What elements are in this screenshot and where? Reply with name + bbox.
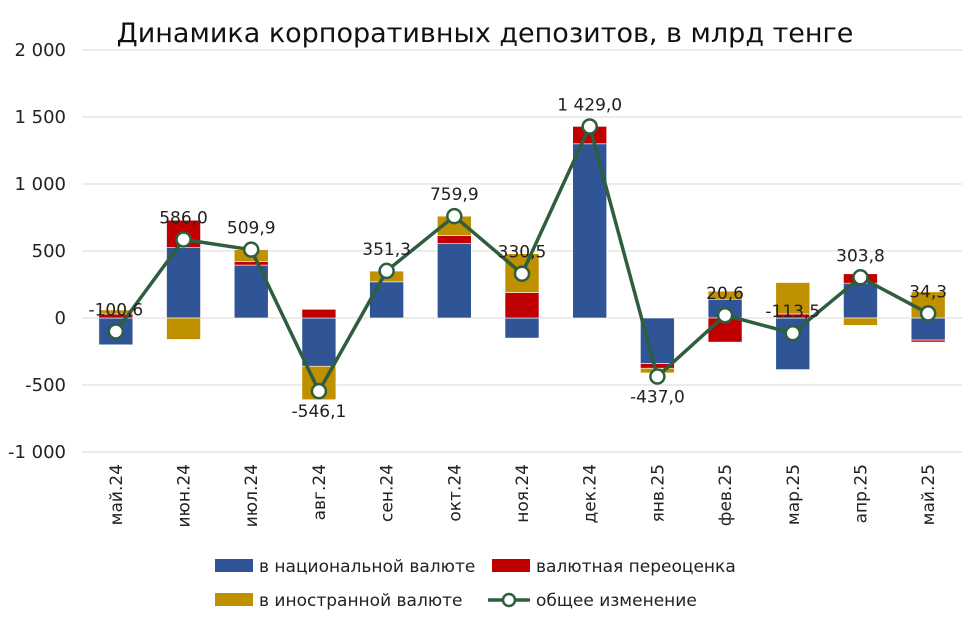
legend-swatch-в-национальной-валюте [215,559,253,572]
total-change-point-июн.24 [175,231,192,248]
bar-в-иностранной-валюте-июн.24 [166,317,201,340]
total-change-point-мар.25 [784,324,802,342]
y-axis-ticks: 2 000 1 500 1 000 500 0 -500 -1 000 [8,40,66,463]
total-change-label-апр.25: 303,8 [836,246,885,266]
bar-валютная-переоценка-окт.24 [437,235,472,244]
x-tick-label: апр.25 [851,464,871,523]
legend-marker-общее-изменение [501,592,517,608]
bar-в-национальной-валюте-июн.24 [166,247,201,319]
x-axis-ticks: май.24 июн.24 июл.24 авг.24 сен.24 окт.24 ноя.… [107,464,939,528]
y-tick-label: 500 [32,241,66,262]
x-tick-label: май.25 [919,464,939,525]
total-change-label-июл.24: 509,9 [227,219,276,239]
x-tick-label: окт.24 [445,464,465,522]
total-change-label-май.24: -100,6 [88,300,143,320]
x-tick-label: сен.24 [378,464,398,522]
legend-label-в-иностранной-валюте: в иностранной валюте [259,591,463,611]
x-tick-label: ноя.24 [513,464,533,523]
x-tick-label: янв.25 [648,464,668,522]
total-change-point-фев.25 [716,306,734,324]
total-change-point-май.24 [107,323,125,340]
total-change-point-июл.24 [242,241,260,258]
chart-title: Динамика корпоративных депозитов, в млрд… [117,18,854,49]
y-tick-label: -1 000 [8,442,66,463]
total-change-label-май.25: 34,3 [909,282,947,302]
legend-swatch-валютная-переоценка [492,559,530,572]
bar-валютная-переоценка-авг.24 [301,308,337,319]
x-tick-label: авг.24 [310,464,330,520]
total-change-label-окт.24: 759,9 [430,185,479,205]
bar-в-иностранной-валюте-май.24 [98,309,134,315]
legend-label-общее-изменение: общее изменение [536,591,697,611]
total-change-label-ноя.24: 330,5 [498,243,547,263]
total-change-point-окт.24 [446,207,463,225]
total-change-point-апр.25 [852,269,869,286]
total-change-label-мар.25: -113,5 [765,302,820,322]
legend: в национальной валюте валютная переоценка… [215,557,736,611]
total-change-point-сен.24 [378,262,395,280]
total-change-label-авг.24: -546,1 [292,402,347,422]
bar-в-национальной-валюте-сен.24 [369,281,404,319]
bar-в-национальной-валюте-ноя.24 [504,317,540,339]
bar-в-национальной-валюте-окт.24 [437,243,472,319]
bar-валютная-переоценка-май.25 [910,339,946,343]
y-tick-label: 2 000 [14,40,66,61]
x-tick-label: дек.24 [581,464,601,524]
y-tick-label: 1 500 [14,107,66,128]
y-tick-label: -500 [25,375,66,396]
bar-в-иностранной-валюте-мар.25 [775,282,811,315]
total-change-point-май.25 [919,305,937,322]
total-change-point-ноя.24 [513,265,531,282]
total-change-label-сен.24: 351,3 [362,240,411,260]
x-tick-label: фев.25 [716,464,736,526]
total-change-line [107,118,937,400]
legend-label-в-национальной-валюте: в национальной валюте [259,557,475,577]
bar-в-национальной-валюте-апр.25 [843,282,878,319]
bar-в-иностранной-валюте-апр.25 [843,317,878,326]
bar-в-национальной-валюте-янв.25 [640,317,675,364]
total-change-label-дек.24: 1 429,0 [557,96,622,116]
legend-swatch-в-иностранной-валюте [215,593,253,606]
bar-валютная-переоценка-июл.24 [233,261,269,266]
data-labels: -100,6 586,0 509,9 -546,1 351,3 759,9 330,5 1 4… [88,96,947,423]
total-change-label-фев.25: 20,6 [706,284,744,304]
total-change-point-авг.24 [310,382,328,400]
total-change-label-июн.24: 586,0 [159,208,208,228]
y-tick-label: 1 000 [14,174,66,195]
x-tick-label: май.24 [107,464,127,525]
legend-label-валютная-переоценка: валютная переоценка [536,557,736,577]
bar-валютная-переоценка-ноя.24 [504,292,540,319]
total-change-point-дек.24 [581,118,598,135]
bar-в-национальной-валюте-авг.24 [301,317,337,367]
bars [98,126,946,401]
x-tick-label: июн.24 [175,464,195,528]
total-change-label-янв.25: -437,0 [630,388,685,408]
x-tick-label: июл.24 [242,464,262,527]
total-change-point-янв.25 [649,368,666,385]
x-tick-label: мар.25 [784,464,804,525]
y-tick-label: 0 [55,308,66,329]
bar-в-иностранной-валюте-фев.25 [707,290,743,300]
